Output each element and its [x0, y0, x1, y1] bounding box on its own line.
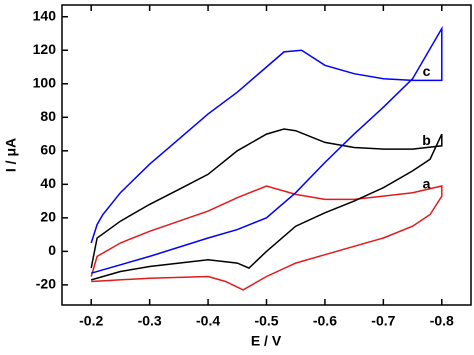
curve-label: b	[422, 132, 431, 148]
curve-label: c	[423, 63, 431, 79]
x-tick-label: -0.4	[196, 313, 220, 329]
y-tick-label: 100	[33, 74, 57, 90]
x-tick-label: -0.3	[138, 313, 162, 329]
x-tick-label: -0.6	[313, 313, 337, 329]
plot-frame	[61, 4, 472, 306]
x-tick-label: -0.7	[371, 313, 395, 329]
y-axis-label: I / μA	[3, 138, 19, 172]
y-tick-label: 140	[33, 7, 57, 23]
cv-curve	[90, 25, 443, 274]
cv-curve	[90, 128, 443, 281]
y-tick-label: 60	[40, 142, 56, 158]
x-tick-label: -0.5	[254, 313, 278, 329]
y-tick-label: 80	[40, 108, 56, 124]
x-tick-label: -0.2	[79, 313, 103, 329]
x-axis-label: E / V	[251, 333, 282, 349]
y-tick-label: 0	[48, 242, 56, 258]
curve-label: a	[423, 175, 431, 191]
y-tick-label: -20	[36, 276, 56, 292]
y-tick-label: 40	[40, 175, 56, 191]
y-tick-label: 120	[33, 41, 57, 57]
y-tick-label: 20	[40, 209, 56, 225]
cv-curve	[90, 185, 443, 291]
x-tick-label: -0.8	[430, 313, 454, 329]
